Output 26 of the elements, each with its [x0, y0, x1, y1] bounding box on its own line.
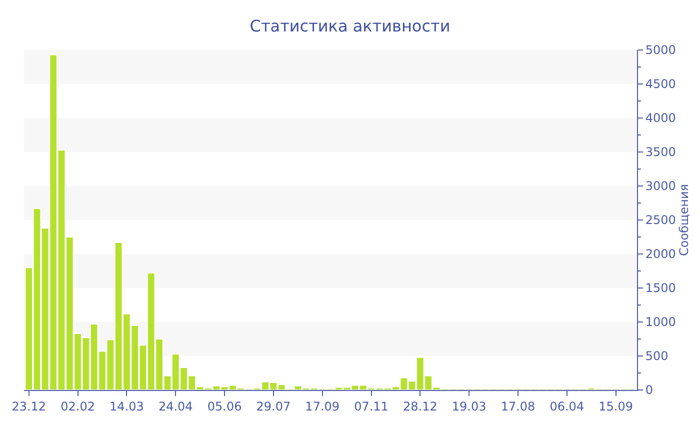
y-tick-label: 500 — [645, 349, 668, 364]
y-axis-title: Сообщения — [676, 184, 691, 256]
y-tick-label: 2500 — [645, 213, 676, 228]
y-tick-label: 4500 — [645, 77, 676, 92]
chart-title: Статистика активности — [250, 16, 450, 36]
y-tick-label: 5000 — [645, 43, 676, 58]
x-tick-label: 02.02 — [60, 399, 95, 414]
y-tick-label: 2000 — [645, 247, 676, 262]
x-tick-label: 17.08 — [500, 399, 536, 414]
x-tick-label: 19.03 — [452, 399, 486, 414]
x-tick-label: 15.09 — [598, 399, 633, 414]
y-tick-label: 1500 — [645, 281, 676, 296]
y-tick-label: 4000 — [645, 111, 676, 126]
y-tick-label: 3000 — [645, 179, 676, 194]
x-tick-label: 24.04 — [158, 399, 193, 414]
x-tick-label: 14.03 — [110, 399, 144, 414]
x-tick-label: 29.07 — [256, 399, 291, 414]
x-tick-label: 23.12 — [12, 399, 46, 414]
x-tick-label: 06.04 — [550, 399, 584, 414]
y-tick-label: 1000 — [645, 315, 676, 330]
x-tick-label: 05.06 — [207, 399, 242, 414]
y-tick-label: 0 — [645, 383, 654, 398]
x-tick-label: 07.11 — [354, 399, 388, 414]
x-tick-label: 17.09 — [305, 399, 340, 414]
x-tick-label: 28.12 — [402, 399, 438, 414]
y-tick-label: 3500 — [645, 145, 676, 160]
